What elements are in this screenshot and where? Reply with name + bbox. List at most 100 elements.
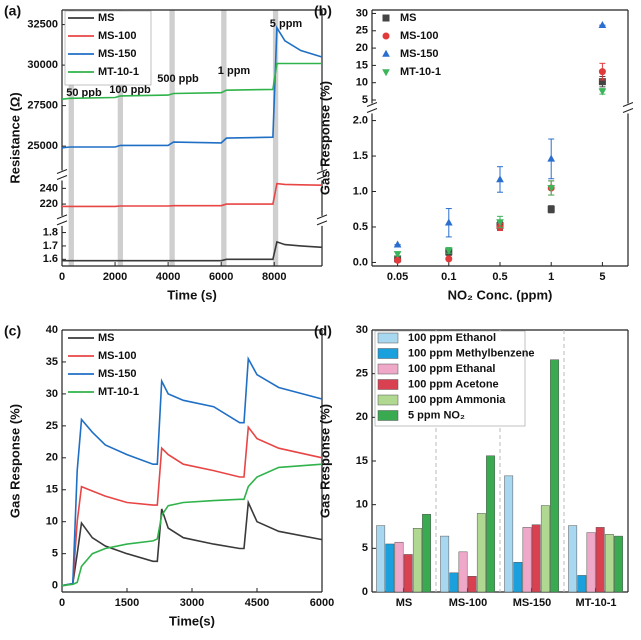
- x-tick-label: 1: [548, 271, 554, 283]
- y-tick-label: 1.6: [43, 253, 58, 265]
- marker: [598, 68, 606, 76]
- marker: [496, 175, 504, 183]
- axis-break: [366, 102, 378, 107]
- legend-label: 100 ppm Ethanol: [408, 332, 496, 344]
- y-axis-title: Gas Response (%): [317, 404, 332, 518]
- bar: [577, 575, 587, 593]
- x-tick-label: 0.1: [441, 271, 456, 283]
- y-tick-label: 25000: [27, 140, 58, 152]
- exposure-window: [272, 10, 279, 266]
- marker: [598, 88, 607, 96]
- y-tick-label: 20: [356, 42, 368, 54]
- legend-swatch: [377, 332, 399, 344]
- bar: [422, 514, 431, 593]
- marker: [547, 154, 556, 162]
- y-tick-label: 25: [356, 368, 368, 380]
- exposure-window: [68, 10, 74, 266]
- bar: [467, 576, 477, 593]
- bar: [440, 535, 450, 593]
- series-line: [62, 182, 323, 208]
- y-tick-label: 0.5: [353, 221, 368, 233]
- legend-label: 5 ppm NO₂: [408, 409, 465, 421]
- x-tick-label: 0.5: [492, 271, 507, 283]
- y-axis-title: Gas Response (%): [7, 404, 22, 518]
- marker: [382, 69, 390, 77]
- bar: [550, 359, 559, 593]
- legend-swatch: [377, 363, 399, 375]
- y-tick-label: 240: [40, 182, 58, 194]
- y-tick-label: 32500: [27, 18, 58, 30]
- y-tick-label: 30: [356, 7, 368, 19]
- x-axis-title: Time (s): [167, 287, 217, 302]
- annotation: 500 ppb: [157, 73, 199, 85]
- series-line: [61, 62, 322, 100]
- x-tick-label: 1500: [115, 597, 139, 609]
- y-tick-label: 20: [46, 452, 58, 464]
- legend-label: MS: [98, 12, 115, 24]
- y-tick-label: 25: [46, 420, 58, 432]
- annotation: 100 ppb: [109, 84, 151, 96]
- bar: [513, 562, 523, 593]
- y-tick-label: 20: [356, 411, 368, 423]
- legend-label: MS-150: [400, 48, 439, 60]
- y-tick-label: 25: [356, 25, 368, 37]
- legend-label: MS: [98, 332, 115, 344]
- x-tick-label: 0: [59, 597, 65, 609]
- y-tick-label: 1.7: [43, 240, 58, 252]
- panel-label: (b): [314, 3, 332, 19]
- y-tick-label: 30000: [27, 59, 58, 71]
- x-tick-label: 0.05: [387, 271, 408, 283]
- y-tick-label: 0: [52, 580, 58, 592]
- y-tick-label: 15: [356, 455, 368, 467]
- legend-label: MT-10-1: [400, 66, 441, 78]
- x-tick-label: MT-10-1: [576, 597, 617, 609]
- panel-label: (a): [4, 3, 21, 19]
- marker: [445, 255, 453, 263]
- marker: [547, 205, 555, 213]
- legend-label: MS-100: [98, 350, 137, 362]
- x-tick-label: MS-150: [513, 597, 552, 609]
- legend-label: MT-10-1: [98, 386, 139, 398]
- marker: [547, 185, 556, 193]
- legend-swatch: [377, 379, 399, 390]
- bar: [604, 534, 614, 593]
- y-tick-label: 1.5: [353, 150, 368, 162]
- legend-swatch: [377, 410, 399, 421]
- bar: [385, 543, 395, 593]
- legend-label: 100 ppm Ammonia: [408, 394, 506, 406]
- axis-break: [56, 214, 68, 220]
- bar: [403, 554, 413, 593]
- y-tick-label: 2.0: [353, 114, 368, 126]
- x-tick-label: 6000: [310, 597, 334, 609]
- annotation: 1 ppm: [218, 65, 251, 77]
- series-line: [61, 463, 323, 587]
- y-axis-title: Resistance (Ω): [7, 92, 22, 183]
- bar: [412, 527, 422, 593]
- y-tick-label: 10: [46, 516, 58, 528]
- axis-break: [316, 169, 328, 174]
- panel-label: (c): [4, 323, 21, 339]
- marker: [382, 14, 390, 22]
- legend-label: 100 ppm Methylbenzene: [408, 347, 535, 359]
- y-tick-label: 220: [40, 198, 58, 210]
- bar: [586, 532, 596, 593]
- marker: [382, 49, 390, 57]
- marker: [598, 21, 607, 29]
- y-tick-label: 30: [46, 388, 58, 400]
- axis-break: [366, 108, 378, 113]
- legend-swatch: [377, 394, 399, 406]
- y-tick-label: 40: [46, 324, 58, 336]
- x-tick-label: MS-100: [449, 597, 488, 609]
- bar: [522, 527, 532, 593]
- marker: [382, 32, 390, 40]
- y-tick-label: 10: [356, 499, 368, 511]
- legend-label: MS-150: [98, 368, 137, 380]
- y-tick-label: 10: [356, 77, 368, 89]
- y-tick-label: 5: [362, 94, 368, 106]
- series-line: [61, 356, 323, 587]
- legend-label: MS-150: [98, 48, 137, 60]
- exposure-window: [221, 10, 227, 266]
- panel-label: (d): [314, 323, 332, 339]
- y-axis-title: Gas Response (%): [317, 81, 332, 195]
